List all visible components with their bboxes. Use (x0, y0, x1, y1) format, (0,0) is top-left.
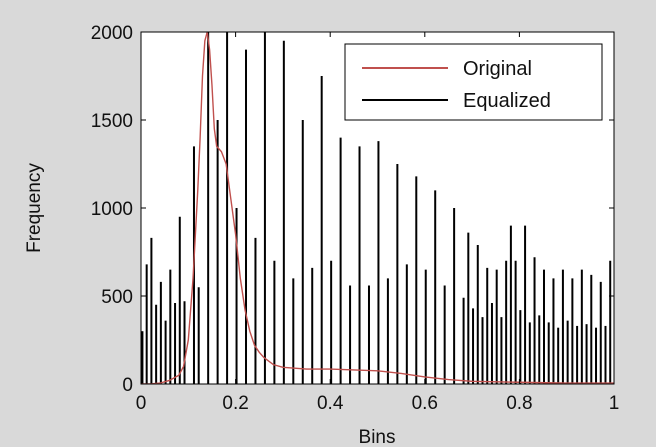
x-tick-label: 0.2 (222, 393, 248, 414)
x-tick-label: 0.4 (317, 393, 344, 414)
x-tick-label: 1 (609, 393, 620, 414)
y-tick-label: 500 (101, 287, 133, 308)
x-axis: 0 0.2 0.4 0.6 0.8 1 (136, 32, 620, 414)
y-tick-label: 1500 (91, 111, 133, 132)
y-tick-label: 1000 (91, 199, 133, 220)
legend-box (344, 43, 603, 121)
x-axis-label: Bins (359, 427, 396, 447)
original-series-line (141, 32, 614, 384)
equalized-series (141, 32, 612, 384)
legend-label-original: Original (463, 58, 532, 80)
y-axis: 0 500 1000 1500 2000 (91, 23, 614, 396)
y-axis-label: Frequency (24, 163, 45, 253)
y-tick-label: 2000 (91, 23, 133, 44)
legend-label-equalized: Equalized (463, 90, 551, 112)
x-tick-label: 0.8 (506, 393, 532, 414)
x-tick-label: 0.6 (412, 393, 438, 414)
y-tick-label: 0 (122, 375, 133, 396)
x-tick-label: 0 (136, 393, 147, 414)
legend: Original Equalized (344, 43, 603, 121)
